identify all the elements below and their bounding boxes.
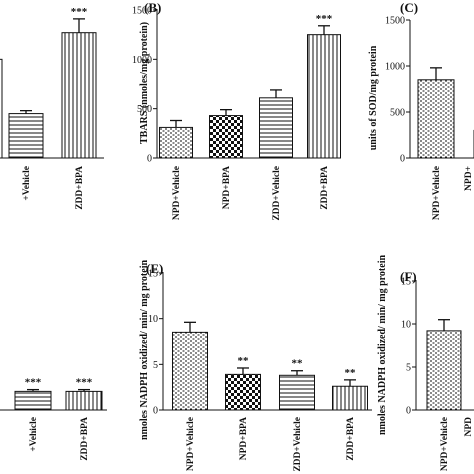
panel-d-bars: *** *** [14, 377, 103, 411]
significance-marker: ** [238, 355, 250, 367]
bar-zdd-vehicle [8, 113, 44, 159]
y-tick-label: 5 [153, 360, 158, 371]
bar-npd-vehicle [159, 126, 193, 159]
category-label: NPD+ [464, 166, 474, 191]
bar-zdd-bpa [61, 32, 97, 159]
category-label: ZDD+BPA [346, 417, 356, 461]
significance-marker: *** [25, 377, 42, 389]
panel-f-label: (F) [400, 269, 417, 284]
y-tick-label: 0 [153, 406, 158, 417]
category-label: +Vehicle [22, 166, 32, 201]
bar-npd-bpa [209, 115, 243, 159]
panel-d: *** *** +Vehicle ZDD+BPA [0, 377, 107, 461]
panel-e-label: (E) [146, 261, 163, 276]
category-label: ZDD+Vehicle [293, 417, 303, 472]
panel-b-cats: NPD+Vehicle NPD+BPA ZDD+Vehicle ZDD+BPA [172, 166, 330, 221]
significance-marker: *** [316, 13, 333, 25]
panel-b: (B) TBARS (nmoles/mg protein) 0500100015… [132, 0, 341, 221]
bar-npd-vehicle [172, 331, 208, 411]
y-tick-label: 0 [147, 154, 152, 165]
bar-zdd-bpa [65, 390, 103, 411]
panel-b-ylabel: TBARS (nmoles/mg protein) [139, 22, 150, 144]
y-tick-label: 15 [401, 277, 411, 288]
panel-a-cats: +Vehicle ZDD+BPA [22, 166, 85, 210]
category-label: NPD [464, 417, 474, 437]
significance-marker: ** [345, 367, 357, 379]
category-label: ZDD+BPA [75, 166, 85, 210]
y-tick-label: 500 [137, 104, 152, 115]
panel-f: (F) nmoles NADPH oxidized/ min/ mg prote… [377, 255, 474, 471]
y-tick-label: 500 [390, 108, 405, 119]
significance-marker: *** [76, 377, 93, 389]
panel-d-cats: +Vehicle ZDD+BPA [29, 417, 90, 461]
y-tick-label: 15 [148, 269, 158, 280]
bar-npd-vehicle [0, 58, 3, 159]
bar-zdd-vehicle [279, 374, 315, 411]
significance-marker: *** [71, 6, 88, 18]
category-label: NPD+BPA [222, 166, 232, 209]
panel-a-bars: *** [0, 6, 97, 159]
category-label: ZDD+BPA [80, 417, 90, 461]
category-label: ZDD+BPA [320, 166, 330, 210]
y-tick-label: 1000 [132, 55, 152, 66]
category-label: ZDD+Vehicle [272, 166, 282, 221]
y-tick-label: 1000 [385, 62, 405, 73]
bar-npd-bpa [225, 373, 261, 411]
category-label: NPD+Vehicle [440, 417, 450, 471]
panel-f-yticks: 0 5 10 15 [401, 277, 416, 417]
category-label: NPD+BPA [239, 417, 249, 460]
panel-c-ylabel: units of SOD/mg protein [368, 45, 379, 150]
panel-e: (E) nmoles NADPH oxidized/ min/ mg prote… [139, 260, 372, 472]
bar-zdd-bpa [307, 34, 341, 159]
panel-c-label: (C) [400, 0, 418, 15]
panel-c-bars [417, 67, 474, 159]
category-label: NPD+Vehicle [172, 166, 182, 220]
category-label: NPD+Vehicle [432, 166, 442, 220]
y-tick-label: 5 [406, 363, 411, 374]
panel-f-ylabel: nmoles NADPH oxidized/ min/ mg protein [377, 255, 388, 436]
panel-e-cats: NPD+Vehicle NPD+BPA ZDD+Vehicle ZDD+BPA [186, 417, 356, 472]
panel-b-bars: *** [159, 13, 341, 159]
y-tick-label: 1500 [132, 6, 152, 17]
panel-e-bars: ** ** ** [172, 321, 368, 411]
y-tick-label: 10 [148, 314, 158, 325]
y-tick-label: 1500 [385, 16, 405, 27]
panel-f-cats: NPD+Vehicle NPD [440, 417, 474, 471]
panel-c-yticks: 0 500 1000 1500 [385, 16, 410, 165]
bar-npd-vehicle [426, 330, 462, 411]
bar-zdd-vehicle [259, 97, 293, 159]
panel-f-bars [426, 319, 462, 411]
panel-a: *** +Vehicle ZDD+BPA [0, 6, 104, 210]
y-tick-label: 0 [400, 154, 405, 165]
y-tick-label: 0 [406, 406, 411, 417]
panel-e-ylabel: nmoles NADPH oxidized/ min/ mg protein [139, 260, 150, 441]
y-tick-label: 10 [401, 320, 411, 331]
panel-e-yticks: 0 5 10 15 [148, 269, 163, 417]
significance-marker: ** [292, 358, 304, 370]
category-label: NPD+Vehicle [186, 417, 196, 471]
bar-zdd-bpa [332, 385, 368, 411]
panel-c: (C) units of SOD/mg protein 0 500 1000 1500… [368, 0, 474, 220]
panel-b-yticks: 0 500 1000 1500 [132, 6, 157, 165]
bar-zdd-vehicle [14, 390, 52, 411]
category-label: +Vehicle [29, 417, 39, 452]
bar-npd-vehicle [417, 79, 455, 159]
panel-c-cats: NPD+Vehicle NPD+ [432, 166, 474, 220]
